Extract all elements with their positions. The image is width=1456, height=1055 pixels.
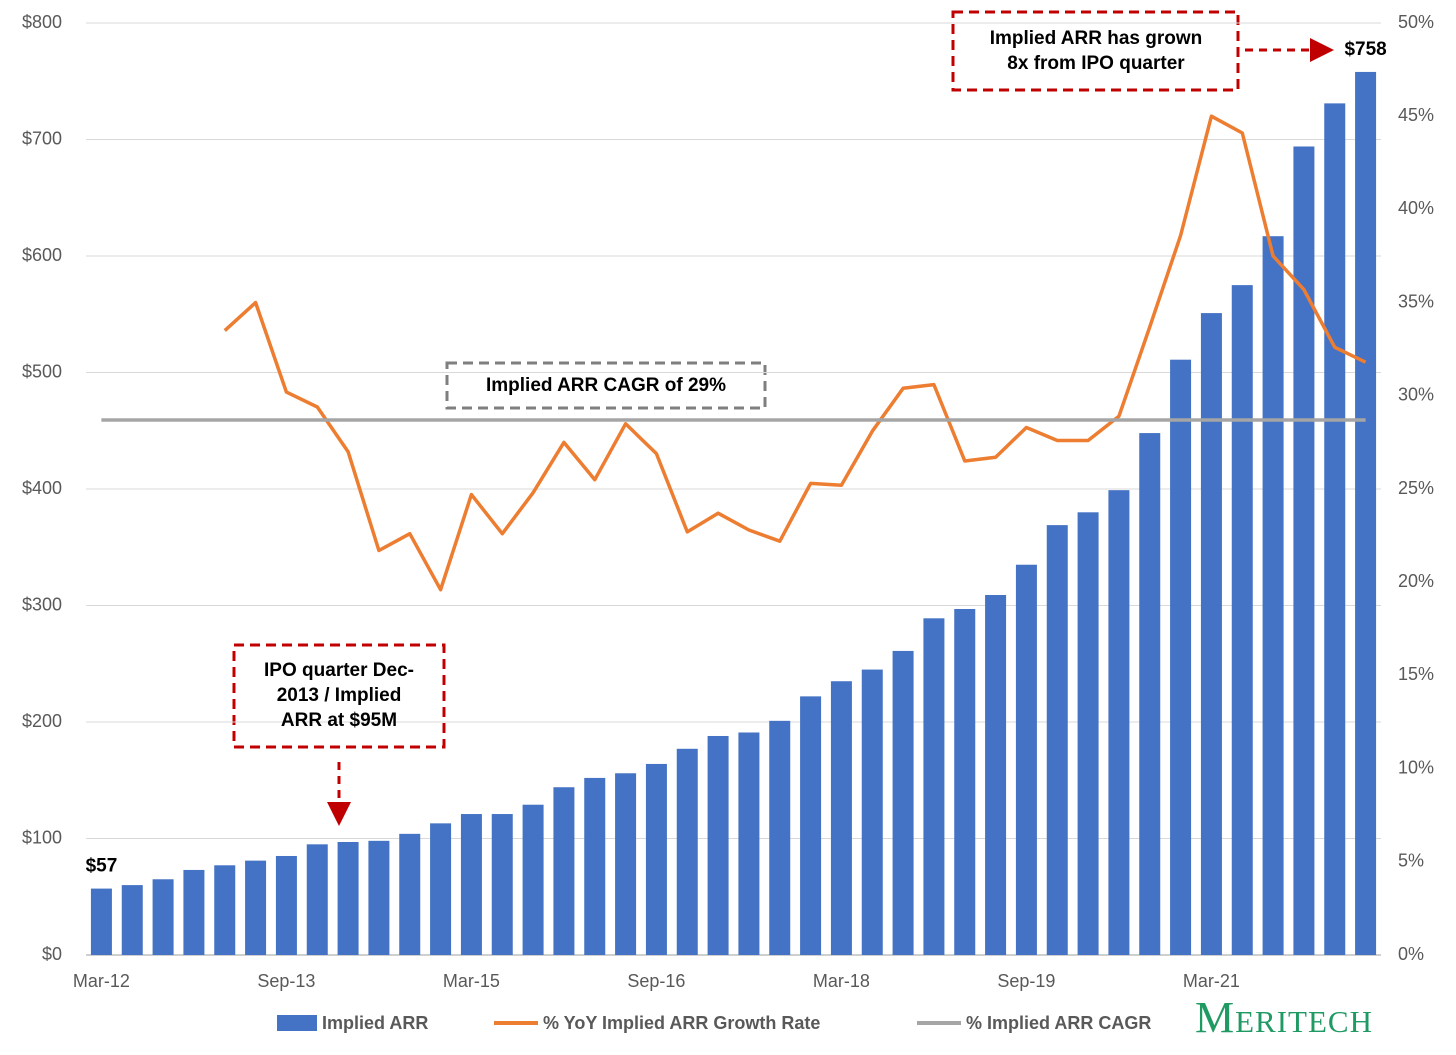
bar xyxy=(676,748,698,955)
bar xyxy=(892,650,914,955)
bar xyxy=(954,608,976,955)
bar xyxy=(121,885,143,955)
bar xyxy=(1200,313,1222,956)
bar xyxy=(214,865,236,955)
bar xyxy=(769,720,791,955)
bar xyxy=(491,814,513,955)
bar xyxy=(152,879,174,955)
legend-label: Implied ARR xyxy=(322,1013,428,1033)
x-tick-label: Sep-19 xyxy=(997,971,1055,991)
bar xyxy=(707,735,729,955)
y2-tick-label: 30% xyxy=(1398,385,1434,405)
bar xyxy=(923,618,945,955)
y-tick-label: $300 xyxy=(22,594,62,614)
bar xyxy=(275,855,297,955)
y-tick-label: $700 xyxy=(22,128,62,148)
data-label: $758 xyxy=(1344,39,1386,60)
bar xyxy=(738,732,760,955)
bar xyxy=(460,814,482,955)
y2-tick-label: 45% xyxy=(1398,105,1434,125)
y-tick-label: $400 xyxy=(22,478,62,498)
bar xyxy=(800,696,822,955)
bar xyxy=(337,841,359,955)
y2-tick-label: 0% xyxy=(1398,944,1424,964)
y-tick-label: $600 xyxy=(22,245,62,265)
bar xyxy=(553,787,575,955)
annotation-text: ARR at $95M xyxy=(281,710,397,731)
bar xyxy=(522,804,544,955)
y-tick-label: $200 xyxy=(22,711,62,731)
annotation-text: 8x from IPO quarter xyxy=(1007,53,1185,74)
annotation-box xyxy=(951,10,1240,92)
annotation-box xyxy=(445,361,767,410)
bar xyxy=(1139,433,1161,956)
y-tick-label: $0 xyxy=(42,944,62,964)
bar xyxy=(1077,512,1099,955)
logo: Meritech xyxy=(1195,993,1373,1042)
annotation-box xyxy=(232,643,446,749)
data-label: $57 xyxy=(86,856,118,877)
bar xyxy=(1355,71,1377,956)
bar xyxy=(645,763,667,955)
bar xyxy=(1262,236,1284,955)
x-tick-label: Mar-18 xyxy=(813,971,870,991)
legend-label: % Implied ARR CAGR xyxy=(966,1013,1151,1033)
annotation-text: 2013 / Implied xyxy=(277,685,402,706)
bar xyxy=(1015,564,1037,955)
bar xyxy=(368,840,390,955)
bar xyxy=(183,869,205,955)
y2-tick-label: 20% xyxy=(1398,571,1434,591)
x-tick-label: Sep-13 xyxy=(257,971,315,991)
x-tick-label: Mar-15 xyxy=(443,971,500,991)
y-tick-label: $100 xyxy=(22,827,62,847)
bar xyxy=(985,595,1007,955)
y-tick-label: $500 xyxy=(22,361,62,381)
bar xyxy=(1108,490,1130,955)
bar xyxy=(1170,359,1192,955)
legend-label: % YoY Implied ARR Growth Rate xyxy=(543,1013,820,1033)
x-tick-label: Mar-21 xyxy=(1183,971,1240,991)
bar xyxy=(399,833,421,955)
plot: $0 $100 $200 $300 $400 $500 $600 $700 $800 0% 5% 10… xyxy=(22,12,1434,991)
bar xyxy=(1046,525,1068,955)
annotation-text: Implied ARR CAGR of 29% xyxy=(486,375,726,396)
y-tick-label: $800 xyxy=(22,12,62,32)
y2-tick-label: 50% xyxy=(1398,12,1434,32)
bar xyxy=(1324,103,1346,955)
y2-tick-label: 40% xyxy=(1398,198,1434,218)
bar xyxy=(584,777,606,955)
bar xyxy=(1231,285,1253,955)
bar xyxy=(830,681,852,955)
annotation-text: IPO quarter Dec- xyxy=(264,660,414,681)
bar xyxy=(615,773,637,955)
bar xyxy=(245,860,267,955)
x-tick-label: Mar-12 xyxy=(73,971,130,991)
bar xyxy=(861,669,883,955)
annotation-text: Implied ARR has grown xyxy=(990,28,1203,49)
legend-swatch xyxy=(277,1015,317,1031)
line xyxy=(223,114,1367,592)
y2-tick-label: 35% xyxy=(1398,291,1434,311)
bar xyxy=(430,823,452,955)
y2-tick-label: 15% xyxy=(1398,664,1434,684)
bar xyxy=(306,844,328,955)
x-tick-label: Sep-16 xyxy=(627,971,685,991)
y2-tick-label: 10% xyxy=(1398,757,1434,777)
y2-tick-label: 5% xyxy=(1398,851,1424,871)
y2-tick-label: 25% xyxy=(1398,478,1434,498)
bar xyxy=(1293,146,1315,956)
bar xyxy=(90,888,112,955)
